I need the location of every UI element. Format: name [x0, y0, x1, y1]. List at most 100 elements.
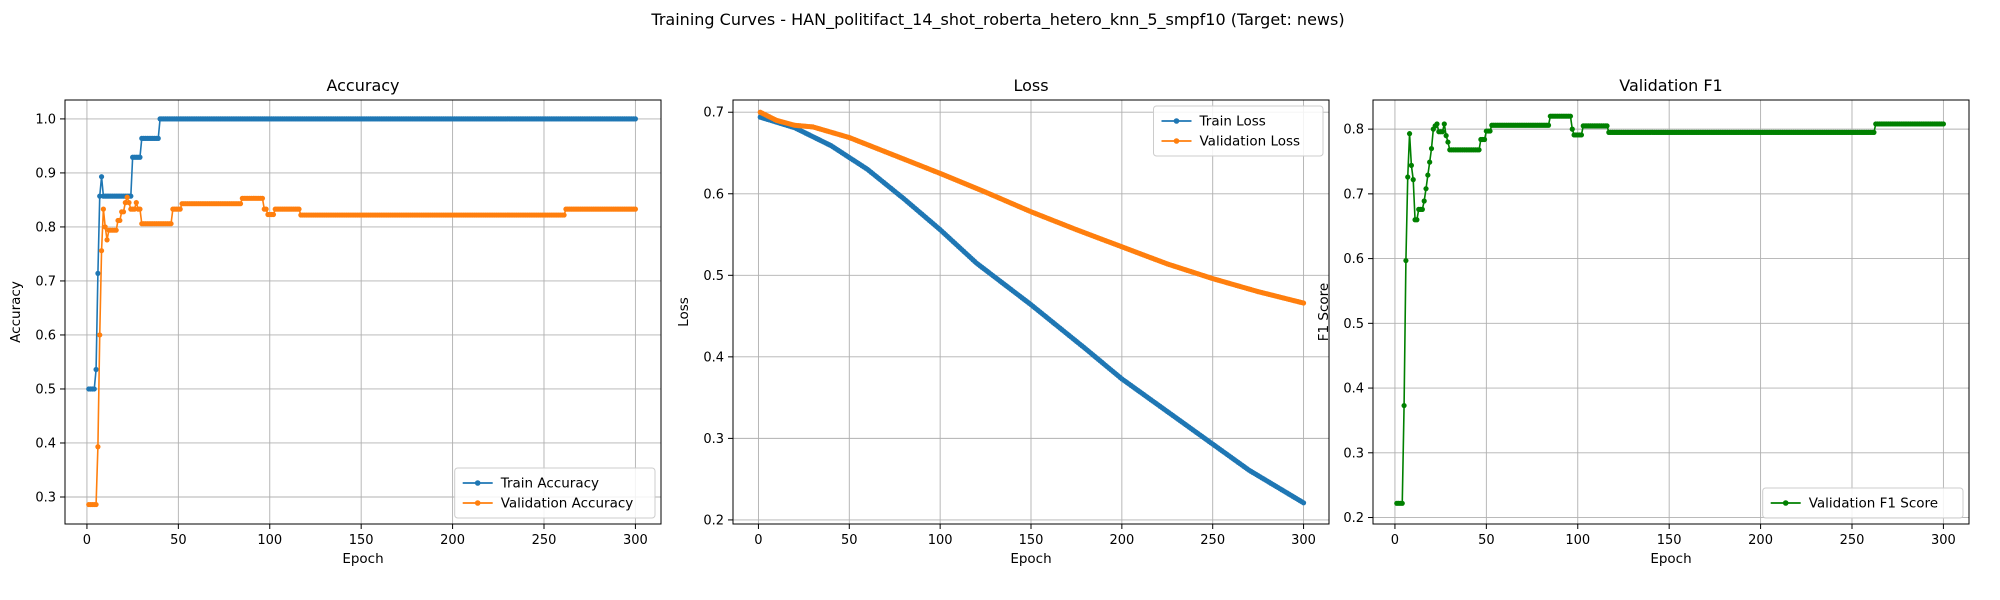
data-point [1434, 121, 1440, 127]
chart-panel-1: 0 50 100 150 200 250 300 0.3 0.4 0.5 0.6 0.7 0.8 0.9 1… [8, 76, 662, 567]
data-point [1481, 136, 1488, 143]
data-point [1414, 217, 1420, 223]
x-tick-label: 100 [928, 533, 953, 548]
data-point [117, 217, 123, 224]
series-line [88, 194, 636, 506]
y-tick-label: 0.4 [703, 350, 724, 365]
data-point [1408, 162, 1414, 168]
y-tick-label: 0.4 [35, 436, 56, 451]
y-tick-label: 0.7 [35, 274, 56, 289]
data-point [263, 206, 269, 212]
data-point [177, 206, 183, 212]
y-axis-label: Loss [676, 297, 692, 327]
data-point [1567, 113, 1574, 119]
x-tick-label: 0 [754, 533, 762, 548]
data-point [1421, 198, 1427, 204]
legend-label: Train Accuracy [500, 476, 599, 492]
data-point [1443, 133, 1449, 139]
data-point [237, 201, 244, 207]
legend-label: Validation Accuracy [501, 496, 634, 512]
x-tick-label: 250 [1840, 533, 1865, 548]
data-point [1871, 129, 1877, 135]
data-point [137, 206, 143, 212]
legend-marker [1782, 500, 1789, 506]
data-point [137, 154, 143, 160]
grid [1373, 100, 1969, 524]
x-tick-label: 0 [83, 533, 91, 548]
data-point [95, 270, 101, 276]
data-point [133, 200, 139, 206]
legend-label: Train Loss [1199, 114, 1266, 130]
x-tick-label: 250 [1200, 533, 1225, 548]
x-axis-label: Epoch [1650, 551, 1691, 567]
x-tick-label: 150 [349, 533, 374, 548]
x-tick-label: 300 [1931, 533, 1956, 548]
x-tick-label: 50 [170, 533, 187, 548]
x-tick-label: 150 [1019, 533, 1044, 548]
y-tick-label: 0.3 [1343, 446, 1364, 461]
data-point [1405, 174, 1411, 180]
legend-marker [1173, 138, 1180, 144]
data-point [122, 200, 128, 206]
series-1 [86, 116, 639, 392]
y-tick-label: 0.6 [1343, 252, 1364, 267]
data-point [98, 248, 105, 254]
data-point [97, 332, 103, 338]
legend-box [1153, 105, 1324, 157]
grid [733, 100, 1329, 524]
series-2 [757, 109, 1307, 306]
data-point [97, 193, 103, 199]
y-tick-label: 0.3 [35, 490, 56, 505]
plot-frame [1372, 99, 1970, 525]
y-tick-label: 1.0 [35, 112, 56, 127]
y-tick-label: 0.9 [35, 166, 56, 181]
data-point [155, 135, 161, 141]
x-tick-label: 50 [841, 533, 858, 548]
x-tick-label: 200 [440, 533, 465, 548]
data-point [1428, 145, 1435, 152]
data-point [1399, 500, 1405, 506]
data-point [1300, 300, 1307, 306]
legend-marker [474, 480, 481, 486]
series-1 [757, 114, 1307, 506]
data-point [1487, 128, 1493, 134]
data-point [100, 206, 106, 212]
legend-label: Validation F1 Score [1809, 496, 1938, 512]
y-tick-label: 0.4 [1343, 382, 1364, 397]
data-point [632, 116, 639, 122]
y-tick-label: 0.5 [35, 382, 56, 397]
data-point [561, 212, 567, 218]
data-point [168, 221, 174, 227]
legend-box [454, 467, 656, 519]
y-tick-label: 0.6 [35, 328, 56, 343]
data-point [124, 194, 130, 200]
data-point [1445, 139, 1451, 145]
chart-panel-3: 0 50 100 150 200 250 300 0.2 0.3 0.4 0.5 0.6 0.7 0.8 V… [1316, 76, 1970, 567]
y-tick-label: 0.5 [1343, 317, 1364, 332]
data-point [1406, 131, 1413, 137]
data-point [95, 444, 101, 450]
x-tick-label: 150 [1657, 533, 1682, 548]
data-point [632, 206, 639, 212]
x-tick-label: 200 [1109, 533, 1134, 548]
legend-label: Validation Loss [1200, 134, 1301, 150]
data-point [1427, 159, 1433, 165]
data-point [1578, 132, 1585, 138]
legend-marker [474, 500, 481, 506]
data-point [1419, 206, 1425, 212]
data-point [126, 200, 132, 206]
data-point [1545, 122, 1552, 128]
panel-title: Loss [1013, 76, 1048, 95]
data-point [1441, 121, 1447, 127]
plot-frame [64, 99, 662, 525]
panel-title: Validation F1 [1619, 76, 1722, 95]
grid [65, 100, 661, 524]
data-point [91, 386, 97, 392]
y-axis-label: F1 Score [1316, 283, 1332, 341]
data-point [1403, 257, 1409, 264]
data-point [1401, 402, 1407, 409]
y-axis-label: Accuracy [8, 281, 24, 343]
series-line [88, 118, 636, 390]
data-point [102, 224, 108, 230]
series-2 [86, 194, 639, 508]
